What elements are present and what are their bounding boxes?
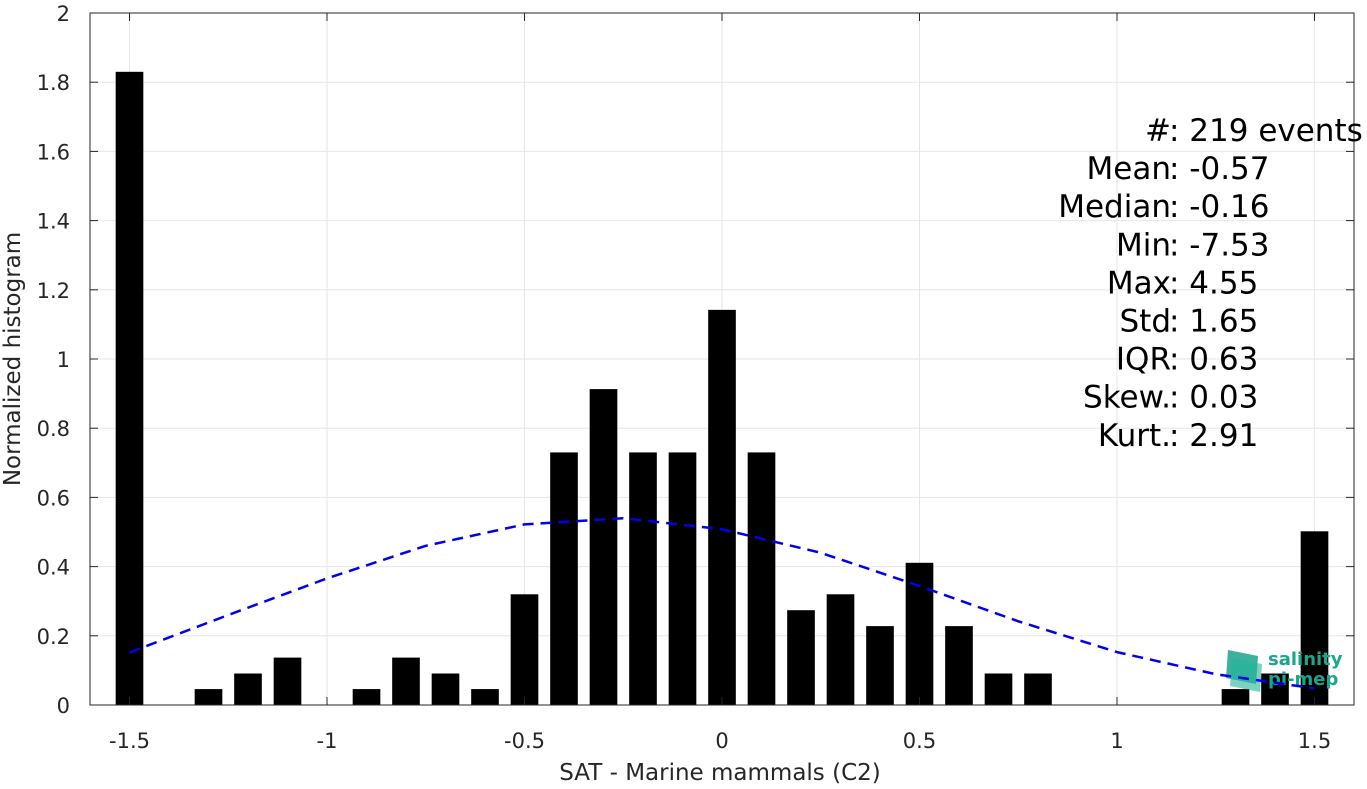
histogram-bar [787,610,815,705]
logo-text-pimep: pi-mep [1268,669,1338,690]
stat-label: Kurt. [1098,418,1171,454]
stat-value: : 0.03 [1169,380,1258,416]
x-axis-label: SAT - Marine mammals (C2) [559,760,881,785]
stat-label: Min [1116,227,1171,263]
stat-line: Std : 1.65 [1119,304,1258,340]
stat-label: Max [1107,265,1171,301]
histogram-bar [984,673,1013,705]
stat-value: : 2.91 [1169,418,1258,454]
y-tick-label: 0.2 [37,625,70,649]
stat-label: Skew. [1083,380,1171,416]
y-axis-label: Normalized histogram [0,232,26,486]
y-tick-label: 1.4 [37,210,70,234]
stat-label: Median [1058,189,1171,225]
x-tick-label: 1 [1110,729,1123,753]
y-tick-label: 1 [57,348,70,372]
stat-line: Kurt. : 2.91 [1098,418,1259,454]
y-tick-label: 0.4 [37,556,70,580]
histogram-bar [234,673,262,705]
logo-text-salinity: salinity [1268,649,1343,670]
histogram-bar [194,689,223,705]
stat-line: Median : -0.16 [1058,189,1269,225]
stat-label: Std [1119,304,1171,340]
x-tick-label: -1.5 [109,729,150,753]
y-tick-label: 1.6 [37,140,70,164]
histogram-bar [589,389,618,705]
salinity-pimep-logo: salinity pi-mep [1226,649,1343,692]
x-tick-label: -0.5 [504,729,545,753]
stat-line: # : 219 events [1145,113,1363,149]
y-tick-label: 0.8 [37,417,70,441]
histogram-bar [1024,673,1052,705]
histogram-bar [668,452,697,705]
histogram-bar [747,452,776,705]
x-tick-label: 0 [715,729,728,753]
bars [115,71,1329,705]
stat-line: Skew. : 0.03 [1083,380,1258,416]
histogram-bar [550,452,578,705]
histogram-bar [826,594,855,705]
histogram-bar [905,562,934,705]
stat-value: : 1.65 [1169,304,1258,340]
x-tick-label: -1 [317,729,338,753]
stat-value: : -0.16 [1169,189,1270,225]
histogram-bar [1261,673,1289,705]
y-tick-label: 1.8 [37,71,70,95]
stat-line: IQR : 0.63 [1116,342,1258,378]
histogram-bar [629,452,657,705]
axis-ticks: -1.5 -1 -0.5 0 0.5 1 1.5 0 0.2 0.4 0.6 0.8 1 1.2 1.4 1.… [37,2,1354,753]
histogram-bar [392,657,420,705]
stat-label: IQR [1116,342,1171,378]
stat-value: : -0.57 [1169,151,1270,187]
y-tick-label: 1.2 [37,279,70,303]
histogram-bar [866,626,894,705]
histogram-bar [510,594,539,705]
histogram-bar [1300,531,1329,705]
histogram-bar [708,309,736,705]
stat-value: : 219 events [1169,113,1363,149]
histogram-bar [352,689,381,705]
histogram-bar [115,71,144,705]
histogram-bar [471,689,499,705]
x-tick-label: 0.5 [903,729,936,753]
histogram-bar [945,626,973,705]
stat-label: Mean [1087,151,1171,187]
fit-curve [129,516,1315,690]
stat-line: Min : -7.53 [1116,227,1270,263]
stat-value: : 4.55 [1169,265,1258,301]
stat-value: : -7.53 [1169,227,1270,263]
y-tick-label: 0 [57,694,70,718]
stat-line: Mean : -0.57 [1087,151,1270,187]
fit-curve-line [129,516,1315,690]
stat-label: # [1145,113,1171,149]
stat-line: Max : 4.55 [1107,265,1258,301]
y-tick-label: 2 [57,2,70,26]
histogram-bar [431,673,460,705]
histogram-bar [273,657,302,705]
stat-value: : 0.63 [1169,342,1258,378]
x-tick-label: 1.5 [1298,729,1331,753]
y-tick-label: 0.6 [37,486,70,510]
histogram-bar [1221,689,1250,705]
